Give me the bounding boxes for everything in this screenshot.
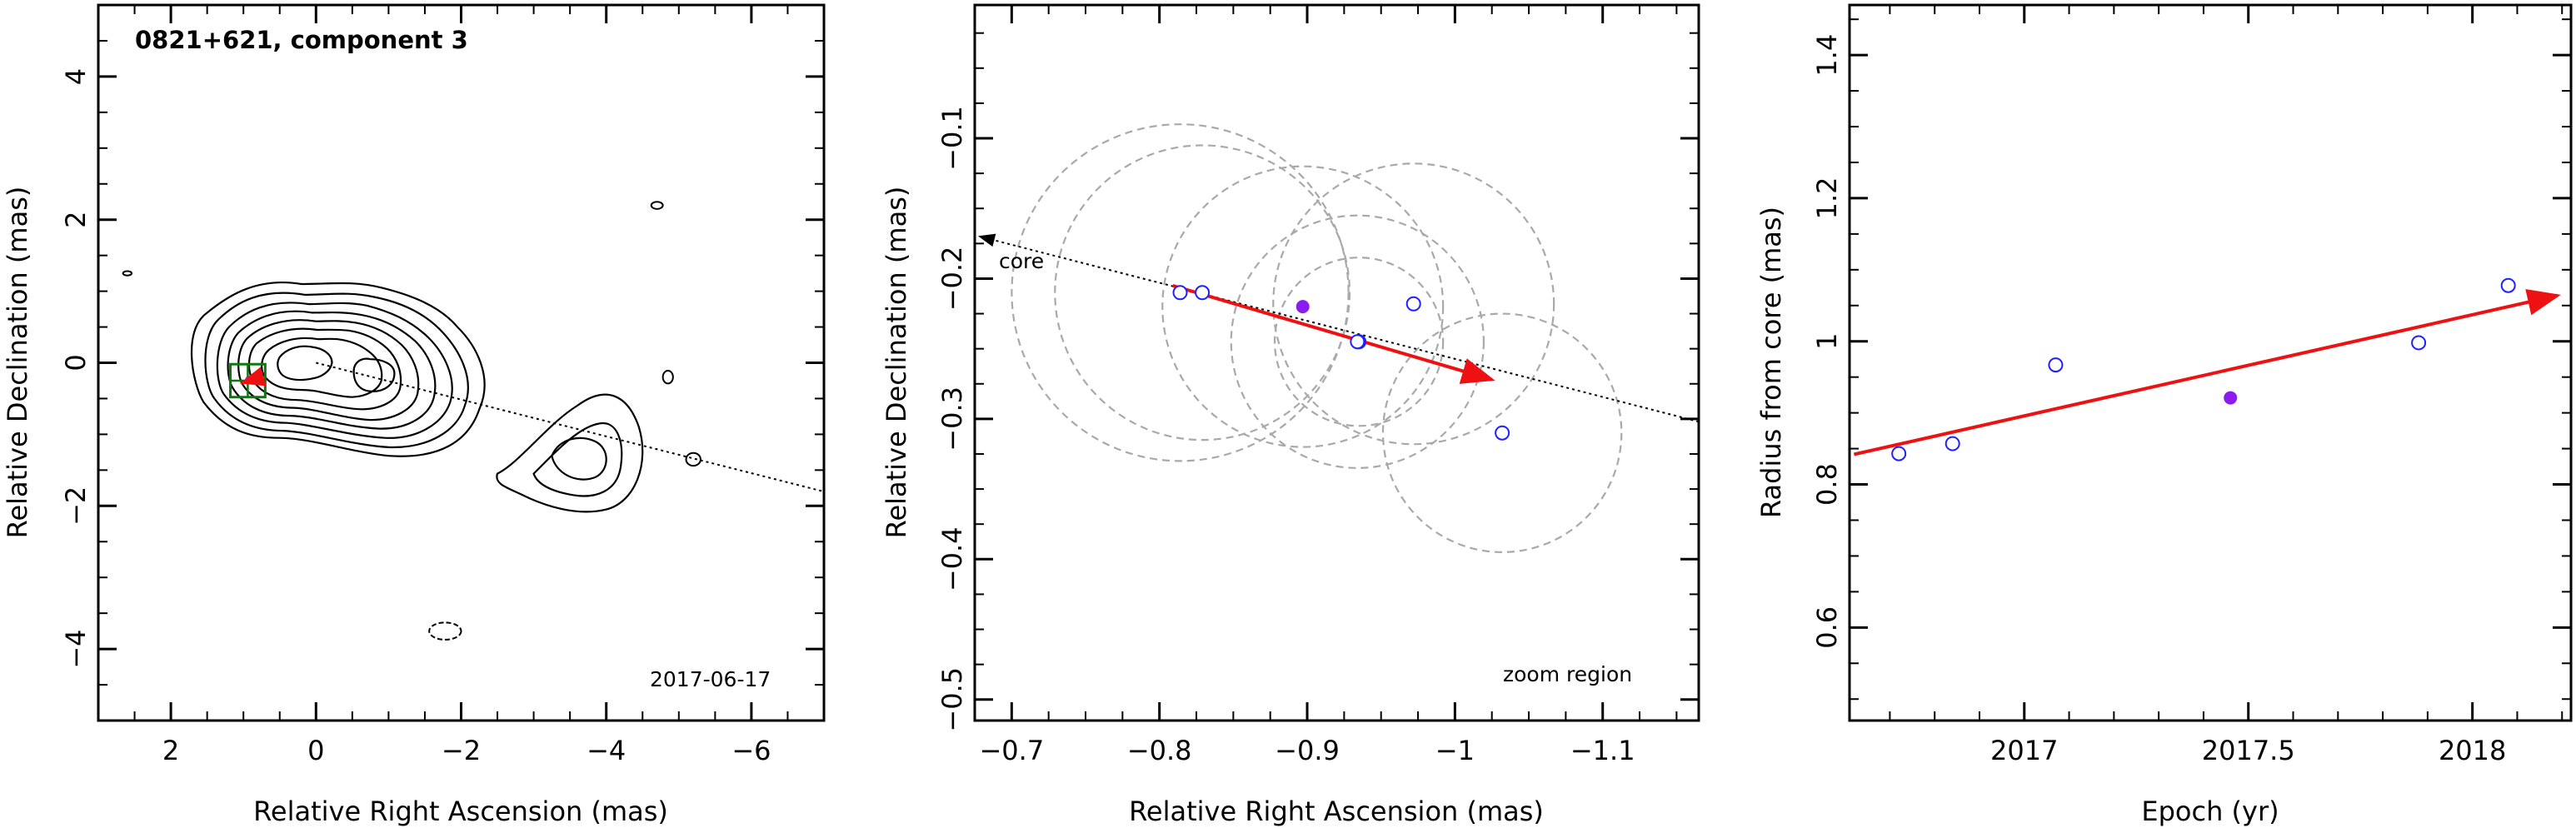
p3-xtick-label: 2018 — [2439, 735, 2506, 766]
contour-level-8 — [277, 345, 333, 382]
p3-point-open — [2411, 335, 2427, 351]
contour-level-5 — [237, 319, 420, 421]
p3-frame — [1848, 3, 2573, 722]
contour-level-11 — [532, 422, 623, 497]
p2-point-open — [1172, 285, 1188, 301]
p2-ytick-label: −0.3 — [936, 387, 968, 451]
contour-level-12 — [551, 436, 607, 481]
p1-ytick-label: 2 — [60, 212, 92, 228]
p2-xtick-label: −1.1 — [1570, 735, 1635, 766]
p1-xtick-label: −6 — [731, 735, 771, 766]
contour-level-3 — [216, 302, 453, 439]
component-size-circle — [1273, 257, 1445, 427]
p3-ytick-label: 1 — [1811, 333, 1843, 350]
contour-level-7 — [261, 337, 383, 398]
p2-ytick-label: −0.5 — [936, 667, 968, 732]
p2-frame — [973, 3, 1700, 722]
p3-xtick-label: 2017 — [1990, 735, 2058, 766]
p3-point-open — [2500, 277, 2516, 293]
contour-blob — [428, 621, 462, 641]
p2-xtick-label: −0.7 — [979, 735, 1044, 766]
component-size-circle — [1011, 123, 1350, 462]
p1-y-axis-label: Relative Declination (mas) — [2, 187, 33, 539]
p3-ytick-label: 1.2 — [1811, 177, 1843, 219]
p1-ytick-label: 4 — [60, 68, 92, 85]
p3-ytick-label: 0.6 — [1811, 606, 1843, 649]
p3-ytick-label: 1.4 — [1811, 34, 1843, 77]
p2-clipped-content — [978, 123, 1699, 553]
p2-zoom-region-annotation: zoom region — [1503, 662, 1632, 686]
p3-plot-area — [1853, 277, 2561, 461]
component-size-circle — [1161, 165, 1445, 448]
p1-xtick-label: −2 — [442, 735, 481, 766]
p1-xtick-label: −4 — [587, 735, 626, 766]
p3-x-axis-label: Epoch (yr) — [2141, 796, 2279, 827]
contour-blob — [685, 451, 701, 467]
p3-fit-arrow — [1853, 289, 2561, 456]
p2-point-open — [1350, 334, 1365, 350]
p1-ticks: 2 0 −2 −4 −6 4 2 0 −2 −4 — [60, 4, 825, 766]
p3-ytick-label: 0.8 — [1811, 463, 1843, 506]
p2-plot-area — [978, 123, 1699, 553]
p3-y-axis-label: Radius from core (mas) — [1755, 207, 1787, 518]
p1-title: 0821+621, component 3 — [135, 26, 468, 54]
contour-level-2 — [204, 292, 469, 449]
p2-xtick-label: −0.8 — [1127, 735, 1192, 766]
p2-xtick-label: −1 — [1435, 735, 1475, 766]
component-motion-arrow — [239, 367, 267, 387]
panel-contour-map: 0821+621, component 3 2017-06-17 2 0 −2 −4 −… — [2, 3, 826, 827]
p3-xtick-label: 2017.5 — [2202, 735, 2295, 766]
p2-ytick-label: −0.2 — [936, 247, 968, 312]
p2-core-annotation: core — [999, 249, 1044, 273]
p3-point-open — [1944, 436, 1960, 451]
contour-blob — [661, 369, 674, 385]
p1-ytick-label: 0 — [60, 354, 92, 371]
p1-xtick-label: 2 — [162, 735, 179, 766]
panel-radius-vs-epoch: 2017 2017.5 2018 0.6 0.8 1 1.2 1.4 Epoch (yr) R… — [1755, 3, 2573, 827]
contour-level-10 — [496, 393, 644, 513]
p1-date-label: 2017-06-17 — [650, 667, 771, 691]
p1-ytick-label: −2 — [60, 486, 92, 526]
p3-point-filled — [2224, 391, 2238, 405]
contour-level-4 — [227, 310, 437, 430]
component-size-circle — [1272, 162, 1555, 446]
component-size-circle — [1054, 144, 1351, 441]
contour-level-1 — [190, 281, 486, 457]
p2-ytick-label: −0.1 — [936, 106, 968, 171]
contour-blob — [650, 201, 664, 210]
p1-frame — [97, 3, 826, 722]
p2-xtick-label: −0.9 — [1275, 735, 1340, 766]
p1-ytick-label: −4 — [60, 630, 92, 669]
p2-ytick-label: −0.4 — [936, 526, 968, 591]
p1-x-axis-label: Relative Right Ascension (mas) — [253, 796, 668, 827]
p2-point-open — [1195, 285, 1211, 301]
contour-level-9 — [352, 357, 396, 393]
p2-x-axis-label: Relative Right Ascension (mas) — [1129, 796, 1544, 827]
p2-y-axis-label: Relative Declination (mas) — [881, 187, 912, 539]
p3-point-open — [2048, 357, 2064, 373]
p2-direction-line — [978, 233, 1699, 423]
component-size-circle — [1230, 214, 1485, 469]
p2-motion-arrow — [1172, 283, 1495, 384]
p3-ticks: 2017 2017.5 2018 0.6 0.8 1 1.2 1.4 — [1811, 5, 2571, 766]
p2-ticks: −0.7 −0.8 −0.9 −1 −1.1 −0.1 −0.2 −0.3 −0.4 −0.5 — [936, 5, 1699, 766]
p1-xtick-label: 0 — [307, 735, 324, 766]
panel-zoom-region: core zoom region −0.7 −0.8 −0.9 −1 −1.1−0.1−… — [881, 3, 1700, 827]
component-size-circle — [1381, 312, 1623, 553]
p2-point-filled — [1295, 300, 1310, 314]
contour-blob — [122, 270, 133, 277]
p3-point-open — [1891, 446, 1907, 461]
contour-level-6 — [247, 327, 402, 411]
p2-point-open — [1495, 425, 1510, 441]
p1-plot-area — [122, 201, 825, 641]
p2-point-open — [1405, 296, 1421, 312]
